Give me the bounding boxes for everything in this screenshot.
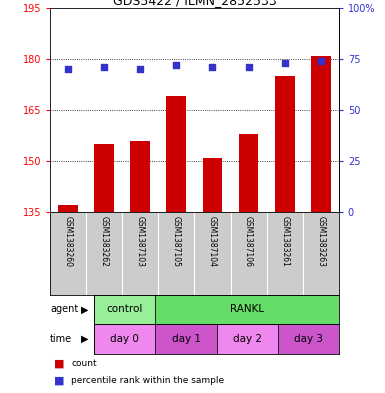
Text: GSM1383262: GSM1383262 <box>100 217 109 267</box>
Point <box>65 66 71 72</box>
Bar <box>166 96 186 212</box>
Text: GSM1387106: GSM1387106 <box>244 217 253 267</box>
Text: GSM1387103: GSM1387103 <box>136 217 145 267</box>
Bar <box>58 206 78 212</box>
Text: GSM1387105: GSM1387105 <box>172 217 181 267</box>
Bar <box>94 324 156 354</box>
Text: day 3: day 3 <box>294 334 323 344</box>
Text: ▶: ▶ <box>81 334 88 344</box>
Bar <box>94 295 156 324</box>
Text: ■: ■ <box>54 358 64 369</box>
Point <box>281 60 288 66</box>
Bar <box>275 76 295 212</box>
Point <box>101 64 107 70</box>
Point <box>137 66 143 72</box>
Text: GSM1383263: GSM1383263 <box>316 217 325 267</box>
Bar <box>156 295 339 324</box>
Bar <box>217 324 278 354</box>
Bar <box>156 324 217 354</box>
Text: day 1: day 1 <box>171 334 201 344</box>
Text: GSM1383260: GSM1383260 <box>64 217 73 267</box>
Text: GSM1383261: GSM1383261 <box>280 217 289 267</box>
Title: GDS5422 / ILMN_2852533: GDS5422 / ILMN_2852533 <box>112 0 276 7</box>
Text: percentile rank within the sample: percentile rank within the sample <box>71 376 224 385</box>
Bar <box>311 55 331 212</box>
Text: ■: ■ <box>54 375 64 385</box>
Bar <box>94 144 114 212</box>
Text: day 2: day 2 <box>233 334 262 344</box>
Text: day 0: day 0 <box>110 334 139 344</box>
Text: count: count <box>71 359 97 368</box>
Point <box>246 64 252 70</box>
Point <box>209 64 216 70</box>
Bar <box>239 134 258 212</box>
Text: GSM1387104: GSM1387104 <box>208 217 217 267</box>
Bar <box>278 324 339 354</box>
Text: RANKL: RANKL <box>230 305 264 314</box>
Bar <box>131 141 150 212</box>
Text: ▶: ▶ <box>81 305 88 314</box>
Text: agent: agent <box>50 305 78 314</box>
Text: control: control <box>107 305 143 314</box>
Bar <box>203 158 223 212</box>
Point <box>318 58 324 64</box>
Text: time: time <box>50 334 72 344</box>
Point <box>173 62 179 68</box>
